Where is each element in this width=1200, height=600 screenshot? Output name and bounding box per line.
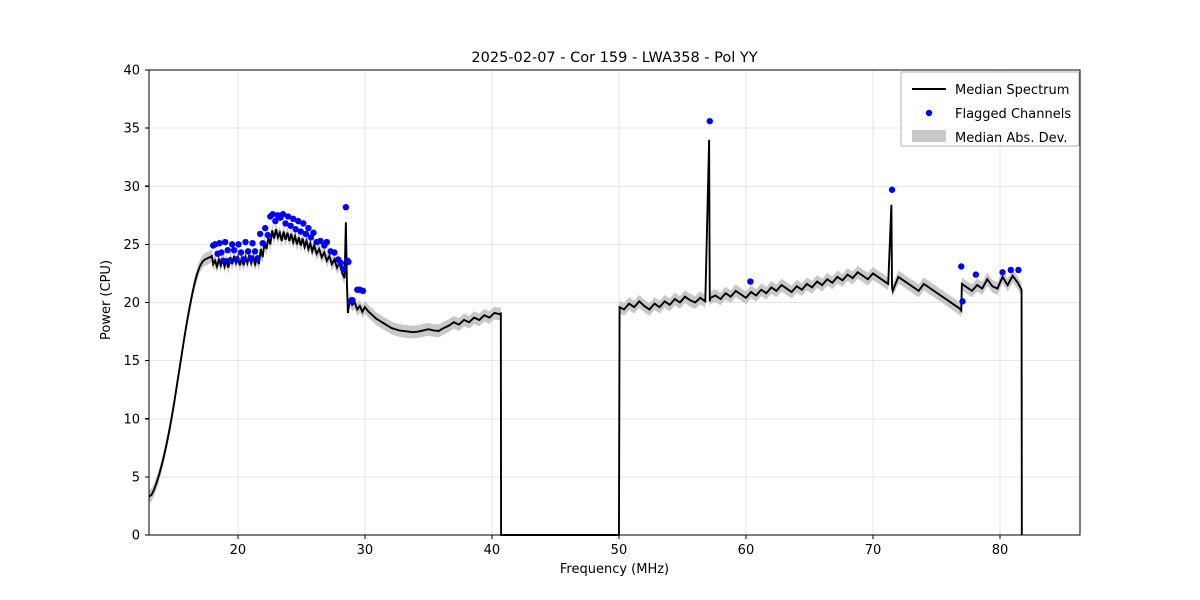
flagged-channel-point bbox=[297, 228, 304, 235]
flagged-channel-point bbox=[305, 224, 312, 232]
legend-flagged-channels-dot-icon bbox=[925, 109, 933, 117]
flagged-channel-point bbox=[1007, 266, 1014, 274]
flagged-channel-point bbox=[218, 249, 225, 256]
flagged-channel-point bbox=[256, 230, 264, 238]
flagged-channel-point bbox=[269, 210, 277, 218]
flagged-channel-point bbox=[310, 229, 317, 236]
y-tick-label: 30 bbox=[123, 180, 140, 195]
y-tick-label: 35 bbox=[123, 122, 140, 137]
y-tick-label: 20 bbox=[123, 296, 140, 311]
y-tick-label: 5 bbox=[132, 470, 140, 485]
x-tick-label: 30 bbox=[357, 543, 374, 558]
legend-label-median-spectrum: Median Spectrum bbox=[955, 83, 1069, 98]
flagged-channel-point bbox=[282, 220, 289, 227]
x-tick-label: 80 bbox=[992, 543, 1009, 558]
x-tick-label: 20 bbox=[230, 543, 247, 558]
x-tick-label: 70 bbox=[865, 543, 882, 558]
x-axis-label: Frequency (MHz) bbox=[560, 562, 669, 577]
flagged-channel-point bbox=[244, 248, 252, 255]
flagged-channel-point bbox=[289, 215, 297, 222]
flagged-channel-point bbox=[216, 240, 223, 247]
flagged-channel-point bbox=[249, 240, 256, 247]
axes-spines bbox=[148, 69, 1081, 536]
x-tick-label: 40 bbox=[484, 543, 501, 558]
flagged-channel-point bbox=[262, 224, 269, 232]
y-tick-label: 15 bbox=[123, 354, 140, 369]
flagged-channel-point bbox=[972, 271, 980, 278]
y-tick-label: 40 bbox=[123, 64, 140, 79]
flagged-channel-point bbox=[254, 255, 261, 262]
flagged-channel-point bbox=[292, 226, 299, 233]
flagged-channel-point bbox=[302, 230, 310, 238]
y-tick-label: 25 bbox=[123, 238, 140, 253]
chart-title: 2025-02-07 - Cor 159 - LWA358 - Pol YY bbox=[471, 50, 757, 66]
flagged-channel-point bbox=[230, 246, 238, 254]
median-spectrum-path bbox=[148, 139, 1023, 536]
mad-band-segment bbox=[709, 198, 1022, 318]
flagged-channel-point bbox=[242, 238, 249, 246]
legend-label-flagged-channels: Flagged Channels bbox=[955, 107, 1071, 122]
flagged-channel-point bbox=[233, 256, 240, 263]
y-axis-tick-labels: 0 5 10 15 20 25 30 35 40 bbox=[123, 64, 140, 544]
flagged-channel-point bbox=[295, 217, 302, 225]
flagged-channel-point bbox=[958, 263, 965, 270]
flagged-channel-point bbox=[345, 258, 352, 266]
flagged-channel-point bbox=[226, 257, 233, 264]
flagged-channel-point bbox=[340, 265, 347, 272]
flagged-channel-point bbox=[251, 248, 259, 255]
flagged-channel-point bbox=[284, 213, 292, 220]
flagged-channel-point bbox=[224, 246, 231, 254]
flagged-channel-point bbox=[240, 256, 247, 263]
flagged-channel-point bbox=[317, 237, 324, 245]
axes-frame bbox=[148, 69, 1081, 536]
legend-label-median-abs-dev: Median Abs. Dev. bbox=[955, 131, 1067, 146]
flagged-channel-point bbox=[706, 117, 713, 125]
flagged-channel-point bbox=[331, 249, 338, 256]
median-spectrum-line bbox=[148, 139, 1023, 536]
y-axis-label: Power (CPU) bbox=[99, 260, 114, 340]
flagged-channel-point bbox=[279, 210, 287, 218]
flagged-channel-point bbox=[359, 287, 367, 295]
flagged-channel-point bbox=[1015, 266, 1022, 274]
flagged-channel-point bbox=[235, 241, 242, 248]
axis-ticks bbox=[145, 69, 1001, 539]
flagged-channels-markers bbox=[209, 117, 1022, 305]
flagged-channel-point bbox=[222, 238, 229, 246]
flagged-channel-point bbox=[228, 241, 236, 248]
flagged-channel-point bbox=[342, 203, 350, 211]
x-tick-label: 50 bbox=[611, 543, 628, 558]
flagged-channel-point bbox=[287, 222, 294, 229]
flagged-channel-point bbox=[349, 296, 356, 304]
legend-frame bbox=[900, 71, 1080, 147]
flagged-channel-point bbox=[247, 255, 254, 262]
flagged-channel-point bbox=[237, 249, 245, 256]
flagged-channel-point bbox=[323, 238, 331, 246]
y-tick-label: 0 bbox=[132, 529, 140, 544]
flagged-channel-point bbox=[747, 278, 754, 285]
legend-median-abs-dev-band-icon bbox=[912, 130, 946, 142]
flagged-channel-point bbox=[888, 186, 896, 193]
flagged-channel-point bbox=[959, 298, 966, 305]
x-tick-label: 60 bbox=[738, 543, 755, 558]
flagged-channel-point bbox=[220, 257, 227, 264]
flagged-channel-point bbox=[999, 269, 1006, 276]
flagged-channel-point bbox=[337, 259, 344, 267]
flagged-channel-point bbox=[272, 217, 279, 225]
y-tick-label: 10 bbox=[123, 412, 140, 427]
flagged-channel-point bbox=[300, 220, 307, 227]
x-axis-tick-labels: 20 30 40 50 60 70 80 bbox=[230, 543, 1009, 558]
flagged-channel-point bbox=[264, 231, 271, 239]
chart-legend: Median Spectrum Flagged Channels Median … bbox=[900, 71, 1080, 147]
flagged-channel-point bbox=[259, 240, 266, 247]
